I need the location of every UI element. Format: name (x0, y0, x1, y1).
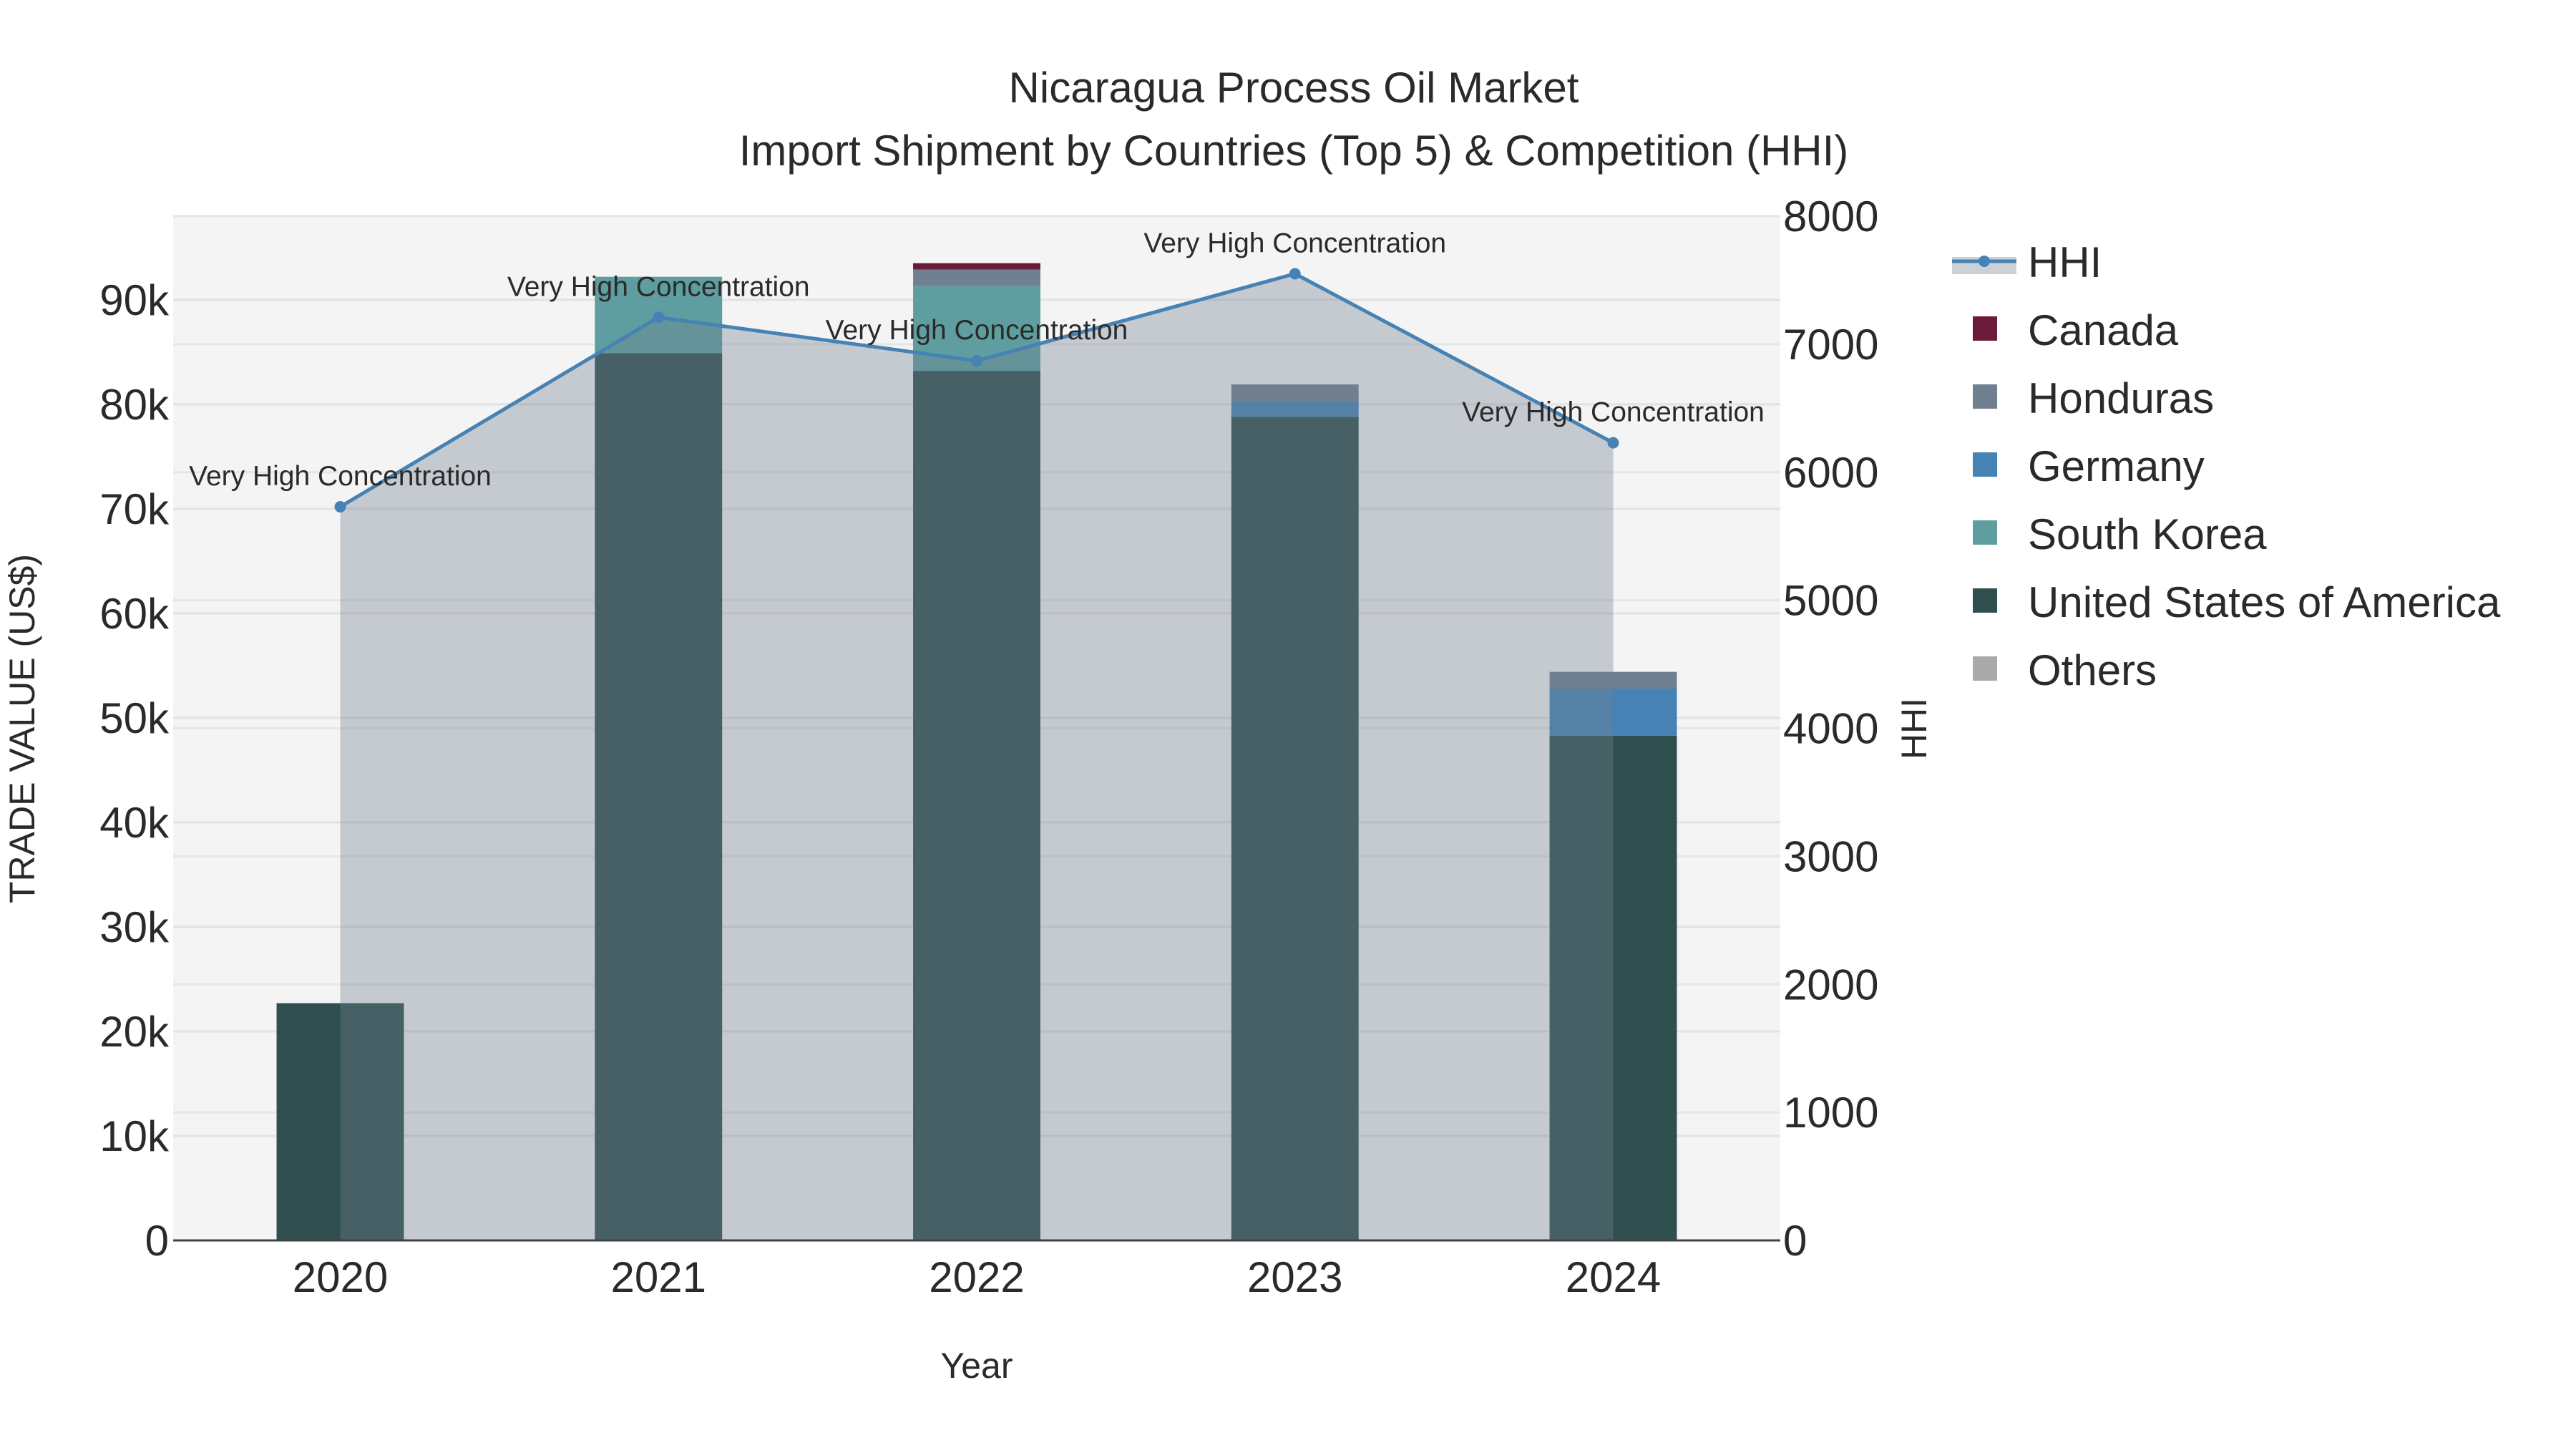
hhi-annotation: Very High Concentration (507, 271, 810, 302)
legend-label: Others (2028, 646, 2157, 694)
y-tick-label: 30k (99, 903, 170, 951)
hhi-area (340, 273, 1614, 1240)
y-axis-label: TRADE VALUE (US$) (2, 554, 42, 903)
hhi-point-2021 (653, 311, 665, 324)
y2-tick-label: 8000 (1783, 193, 1878, 240)
bar-united-states-of-america-2020 (276, 1003, 404, 1240)
bar-germany-2023 (1231, 401, 1359, 417)
y2-tick-label: 0 (1783, 1217, 1807, 1265)
bar-honduras-2022 (913, 269, 1040, 286)
x-tick-label: 2023 (1247, 1253, 1342, 1301)
hhi-point-2023 (1289, 268, 1301, 280)
x-axis-ticks: 2020 2021 2022 2023 2024 (293, 1253, 1661, 1301)
y2-tick-label: 4000 (1783, 705, 1878, 753)
bar-united-states-of-america-2021 (595, 353, 723, 1240)
y-axis-ticks: 0 10k 20k 30k 40k 50k 60k 70k 80k 90k (99, 276, 170, 1265)
y-tick-label: 70k (99, 485, 170, 533)
hhi-point-2024 (1607, 437, 1619, 449)
chart-title: Nicaragua Process Oil Market (1009, 64, 1579, 112)
legend-label: Honduras (2028, 374, 2214, 422)
legend-swatch-germany (1973, 452, 1997, 477)
x-tick-label: 2021 (611, 1253, 706, 1301)
hhi-line (334, 268, 1619, 513)
y2-tick-label: 2000 (1783, 961, 1878, 1009)
legend-swatch-united-states-of-america (1973, 588, 1997, 613)
legend-swatch-others (1973, 656, 1997, 681)
x-tick-label: 2024 (1566, 1253, 1661, 1301)
legend-swatch-honduras (1973, 384, 1997, 409)
x-tick-label: 2020 (293, 1253, 388, 1301)
y2-axis-label: HHI (1894, 698, 1934, 759)
hhi-annotation: Very High Concentration (826, 315, 1128, 346)
bar-united-states-of-america-2022 (913, 371, 1040, 1240)
legend-hhi-marker (1979, 256, 1990, 267)
chart-subtitle: Import Shipment by Countries (Top 5) & C… (739, 127, 1849, 175)
legend-swatch-canada (1973, 316, 1997, 341)
legend-label: United States of America (2028, 578, 2501, 626)
y2-tick-label: 1000 (1783, 1089, 1878, 1137)
bar-honduras-2023 (1231, 384, 1359, 402)
annotations: Very High Concentration Very High Concent… (189, 228, 1765, 492)
y-tick-label: 0 (145, 1217, 169, 1265)
legend: HHI Canada Honduras Germany South Korea Unite… (1952, 238, 2501, 694)
legend-label: Canada (2028, 306, 2179, 354)
hhi-annotation: Very High Concentration (1143, 228, 1446, 258)
y2-tick-label: 5000 (1783, 577, 1878, 625)
legend-label: Germany (2028, 442, 2205, 490)
y2-tick-label: 6000 (1783, 449, 1878, 497)
hhi-annotation: Very High Concentration (1462, 397, 1765, 428)
hhi-annotation: Very High Concentration (189, 461, 492, 492)
y-tick-label: 90k (99, 276, 170, 324)
x-tick-label: 2022 (929, 1253, 1024, 1301)
bar-honduras-2024 (1549, 671, 1677, 689)
hhi-point-2022 (971, 355, 982, 367)
bar-canada-2022 (913, 263, 1040, 270)
hhi-area-fill (340, 273, 1614, 1240)
y-tick-label: 10k (99, 1112, 170, 1160)
legend-label: HHI (2028, 238, 2102, 286)
y-tick-label: 60k (99, 590, 170, 638)
y-tick-label: 50k (99, 694, 170, 742)
legend-label: South Korea (2028, 510, 2267, 558)
x-axis-label: Year (940, 1346, 1013, 1386)
y2-tick-label: 7000 (1783, 321, 1878, 369)
bar-germany-2024 (1549, 689, 1677, 736)
y-tick-label: 20k (99, 1008, 170, 1056)
bar-united-states-of-america-2023 (1231, 417, 1359, 1241)
hhi-point-2020 (334, 501, 346, 513)
y-tick-label: 80k (99, 381, 170, 429)
bar-united-states-of-america-2024 (1549, 735, 1677, 1240)
bars (276, 263, 1677, 1241)
y2-axis-ticks: 0 1000 2000 3000 4000 5000 6000 7000 8000 (1783, 193, 1878, 1265)
legend-swatch-south-korea (1973, 520, 1997, 545)
y2-tick-label: 3000 (1783, 832, 1878, 880)
y-tick-label: 40k (99, 799, 170, 847)
